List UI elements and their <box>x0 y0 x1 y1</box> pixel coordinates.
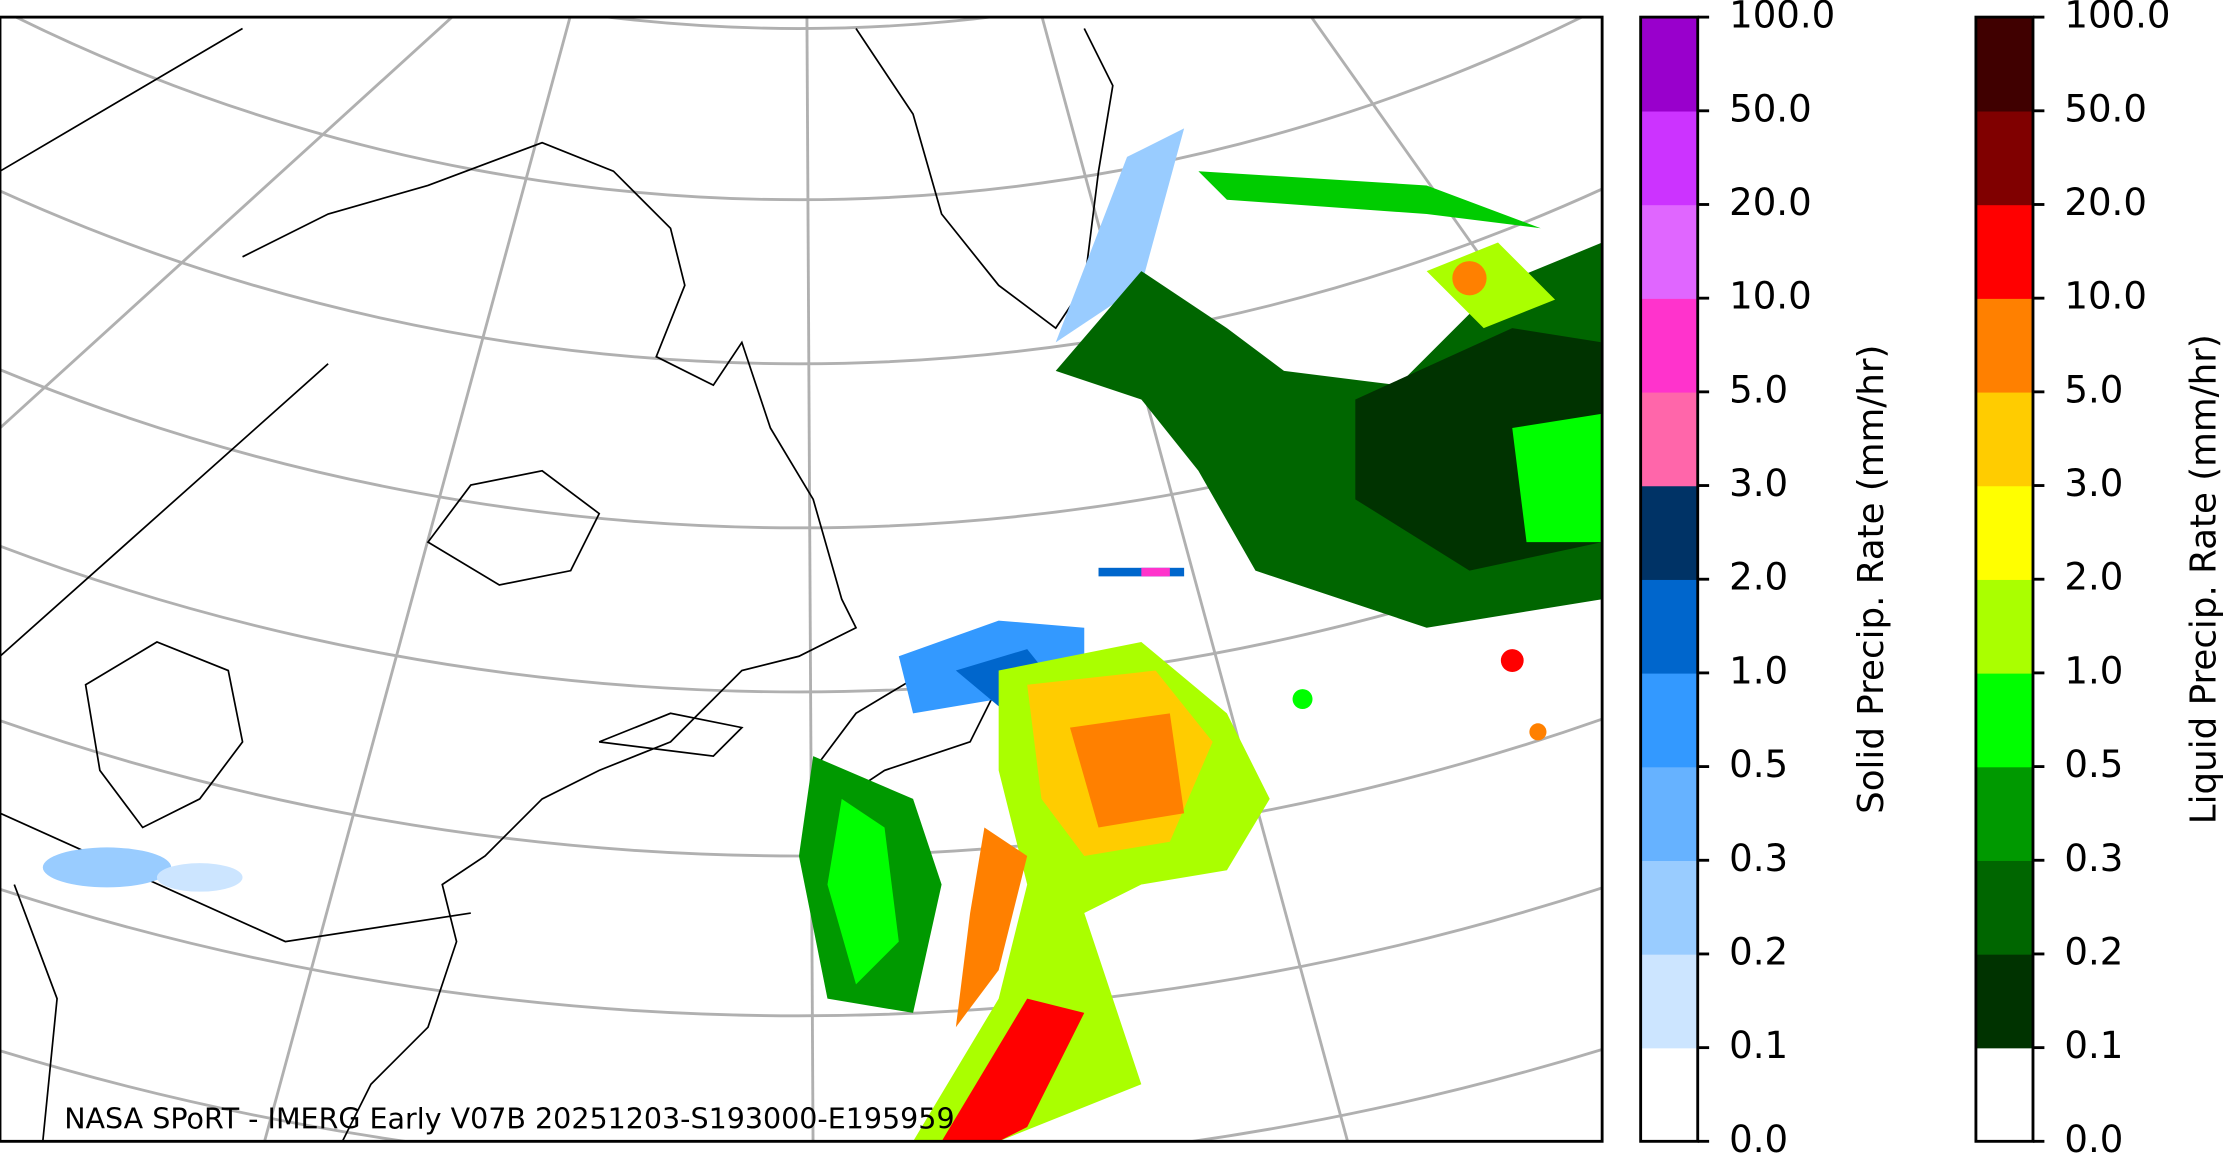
tick-label: 100.0 <box>2064 0 2170 37</box>
colorbar-bin <box>1640 766 1698 861</box>
tick-label: 0.5 <box>1729 743 1788 786</box>
colorbar-bin <box>1640 391 1698 487</box>
tick-label: 1.0 <box>2064 649 2123 692</box>
tick-label: 0.1 <box>1729 1024 1788 1067</box>
colorbar-bin <box>1640 672 1698 768</box>
colorbar-bin <box>1640 953 1698 1049</box>
colorbar-bin <box>1975 204 2033 299</box>
tick-label: 50.0 <box>2064 87 2147 130</box>
tick-label: 0.2 <box>2064 930 2123 973</box>
colorbar-bin <box>1640 110 1698 206</box>
colorbar-bin <box>1640 485 1698 580</box>
colorbar-bin <box>1640 17 1698 112</box>
tick-label: 50.0 <box>1729 87 1812 130</box>
colorbar-bin <box>1640 298 1698 393</box>
colorbar: 0.0 0.1 0.2 0.3 0.5 1.0 2.0 3.0 5.0 10.0 20.0 50.0 1… <box>1974 0 2225 1161</box>
colorbar-bin <box>1640 204 1698 299</box>
colorbar-bin <box>1975 391 2033 487</box>
colorbar-bin <box>1975 953 2033 1049</box>
tick-label: 0.0 <box>1729 1118 1788 1161</box>
tick-label: 5.0 <box>1729 368 1788 411</box>
colorbar-label: Liquid Precip. Rate (mm/hr) <box>2184 334 2225 824</box>
tick-label: 0.3 <box>2064 837 2123 880</box>
tick-label: 10.0 <box>1729 275 1812 318</box>
colorbar-bin <box>1975 672 2033 768</box>
tick-label: 20.0 <box>2064 181 2147 224</box>
colorbar-bin <box>1975 860 2033 955</box>
map-frame <box>0 15 1604 1143</box>
tick-label: 3.0 <box>1729 462 1788 505</box>
tick-label: 0.3 <box>1729 837 1788 880</box>
tick-label: 20.0 <box>1729 181 1812 224</box>
colorbar-bin <box>1975 1047 2033 1143</box>
colorbar-bin <box>1975 298 2033 393</box>
colorbar-bin <box>1640 1047 1698 1143</box>
tick-label: 10.0 <box>2064 275 2147 318</box>
colorbar-bin <box>1640 579 1698 674</box>
colorbar-bin <box>1975 17 2033 112</box>
coastlines <box>0 27 1114 1142</box>
colorbar-bin <box>1975 579 2033 674</box>
precipitation <box>42 128 1603 1142</box>
colorbar-label: Solid Precip. Rate (mm/hr) <box>1851 345 1892 814</box>
colorbar-bin <box>1975 110 2033 206</box>
tick-label: 0.5 <box>2064 743 2123 786</box>
tick-label: 0.1 <box>2064 1024 2123 1067</box>
tick-label: 0.0 <box>2064 1118 2123 1161</box>
tick-label: 1.0 <box>1729 649 1788 692</box>
tick-label: 2.0 <box>1729 556 1788 599</box>
colorbar-bin <box>1975 485 2033 580</box>
tick-label: 5.0 <box>2064 368 2123 411</box>
tick-label: 100.0 <box>1729 0 1835 37</box>
colorbar: 0.0 0.1 0.2 0.3 0.5 1.0 2.0 3.0 5.0 10.0 20.0 50.0 1… <box>1639 0 1892 1161</box>
tick-label: 3.0 <box>2064 462 2123 505</box>
tick-label: 2.0 <box>2064 556 2123 599</box>
colorbar-bin <box>1640 860 1698 955</box>
tick-label: 0.2 <box>1729 930 1788 973</box>
footer-text: NASA SPoRT - IMERG Early V07B 20251203-S… <box>64 1102 954 1135</box>
colorbar-bin <box>1975 766 2033 861</box>
